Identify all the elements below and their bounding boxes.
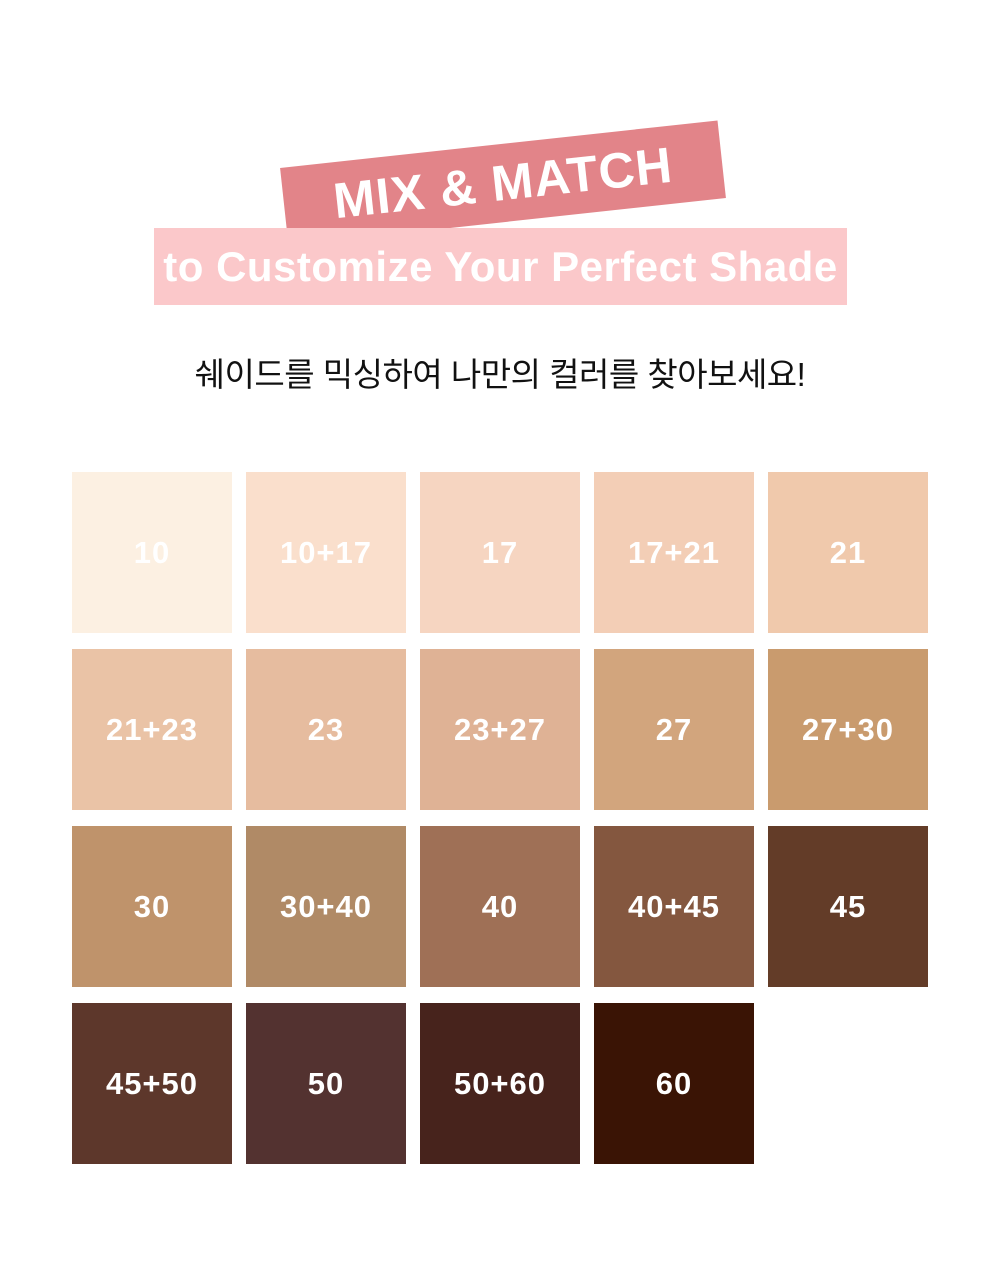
shade-label: 21+23 — [105, 711, 199, 747]
shade-label: 23 — [307, 711, 345, 747]
shade-swatch-45: 45 — [768, 826, 928, 987]
shade-label: 17 — [481, 534, 519, 570]
subtitle-text: to Customize Your Perfect Shade — [163, 242, 838, 290]
shade-label: 60 — [655, 1065, 693, 1101]
subtitle-banner: to Customize Your Perfect Shade — [154, 228, 847, 305]
shade-label: 17+21 — [627, 534, 721, 570]
mix-match-banner: MIX & MATCH — [280, 120, 726, 246]
shade-swatch-27: 27 — [594, 649, 754, 810]
shade-swatch-17-21: 17+21 — [594, 472, 754, 633]
shade-swatch-50: 50 — [246, 1003, 406, 1164]
shade-swatch-10-17: 10+17 — [246, 472, 406, 633]
shade-swatch-10: 10 — [72, 472, 232, 633]
korean-caption: 쉐이드를 믹싱하여 나만의 컬러를 찾아보세요! — [194, 356, 806, 393]
shade-swatch-21-23: 21+23 — [72, 649, 232, 810]
shade-label: 45+50 — [105, 1065, 199, 1101]
shade-swatch-50-60: 50+60 — [420, 1003, 580, 1164]
shade-swatch-40-45: 40+45 — [594, 826, 754, 987]
shade-label: 50+60 — [453, 1065, 547, 1101]
shade-label: 27+30 — [801, 711, 895, 747]
shade-label: 40+45 — [627, 888, 721, 924]
shade-label: 40 — [481, 888, 519, 924]
shade-label: 10 — [133, 534, 171, 570]
shade-swatch-30: 30 — [72, 826, 232, 987]
shade-label: 30+40 — [279, 888, 373, 924]
shade-swatch-23-27: 23+27 — [420, 649, 580, 810]
shade-swatch-23: 23 — [246, 649, 406, 810]
shade-label: 10+17 — [279, 534, 373, 570]
shade-label: 21 — [829, 534, 867, 570]
shade-swatch-40: 40 — [420, 826, 580, 987]
shade-swatch-30-40: 30+40 — [246, 826, 406, 987]
shade-swatch-27-30: 27+30 — [768, 649, 928, 810]
shade-label: 27 — [655, 711, 693, 747]
shade-swatch-60: 60 — [594, 1003, 754, 1164]
mix-match-title: MIX & MATCH — [330, 136, 676, 230]
shade-swatch-17: 17 — [420, 472, 580, 633]
shade-label: 50 — [307, 1065, 345, 1101]
shade-grid: 10 10+17 17 17+21 21 21+23 23 23+27 27 2… — [72, 472, 928, 1164]
shade-label: 30 — [133, 888, 171, 924]
shade-label: 45 — [829, 888, 867, 924]
shade-swatch-45-50: 45+50 — [72, 1003, 232, 1164]
shade-label: 23+27 — [453, 711, 547, 747]
shade-swatch-21: 21 — [768, 472, 928, 633]
